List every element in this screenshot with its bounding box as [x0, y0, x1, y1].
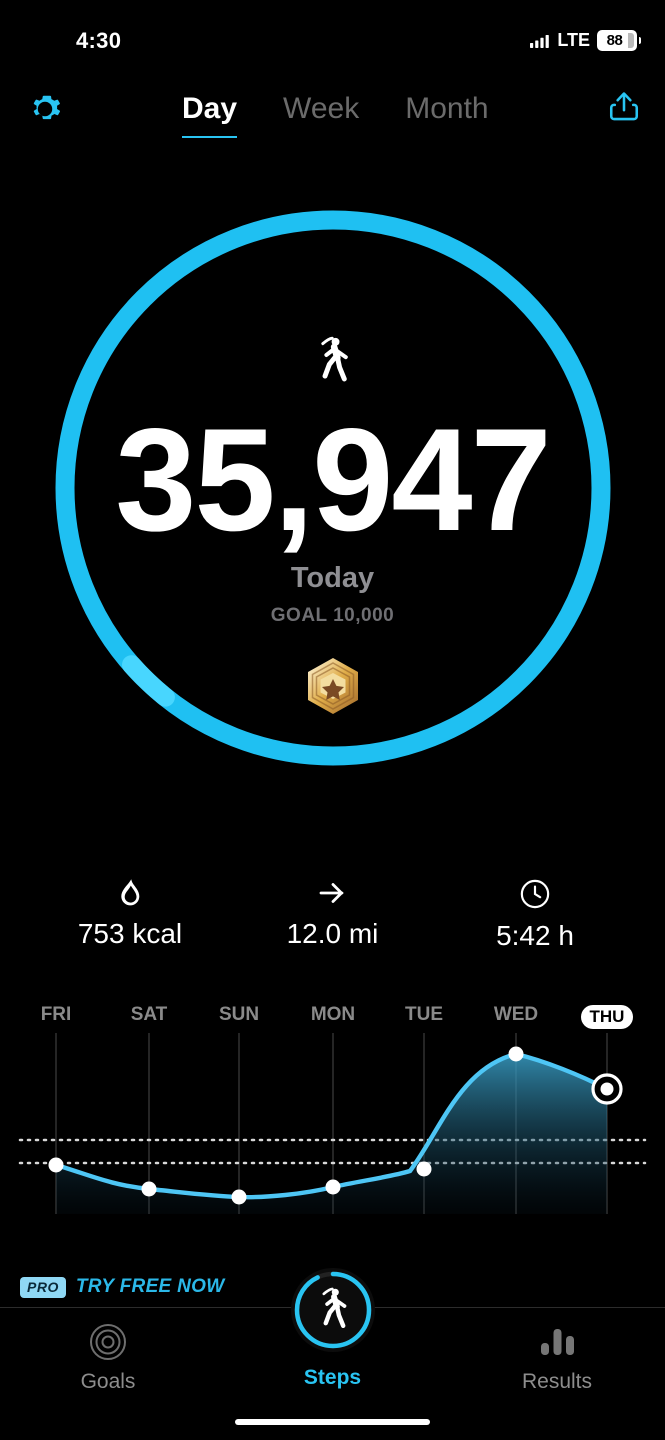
svg-text:THU: THU [590, 1007, 625, 1026]
svg-text:SAT: SAT [131, 1004, 168, 1025]
svg-text:MON: MON [311, 1004, 355, 1025]
svg-text:SUN: SUN [219, 1004, 259, 1025]
svg-text:TUE: TUE [405, 1004, 443, 1025]
svg-text:WED: WED [494, 1004, 538, 1025]
svg-text:FRI: FRI [41, 1004, 72, 1025]
